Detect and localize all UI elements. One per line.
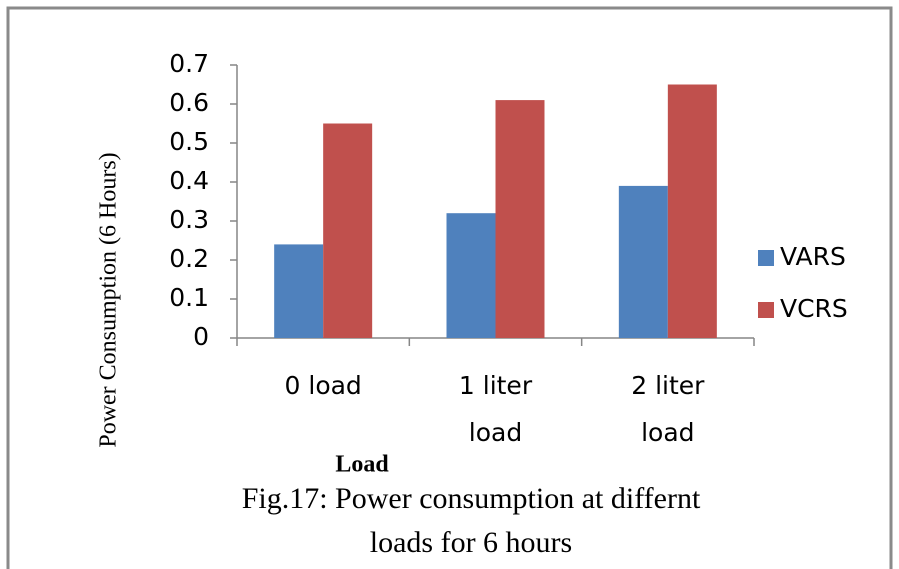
y-tick-label: 0.6 xyxy=(169,88,209,117)
bar xyxy=(323,123,373,338)
x-tick-label: 0 load xyxy=(285,371,362,400)
x-axis-title: Load xyxy=(335,452,389,478)
caption: Fig.17: Power consumption at differnt xyxy=(242,482,701,515)
bar xyxy=(618,185,668,338)
y-axis-title: Power Consumption (6 Hours) xyxy=(96,152,122,447)
y-tick-label: 0.1 xyxy=(169,283,209,312)
caption: loads for 6 hours xyxy=(370,526,572,559)
legend-label: VARS xyxy=(780,242,846,271)
bar xyxy=(667,84,717,338)
y-tick-label: 0 xyxy=(193,322,209,351)
legend-label: VCRS xyxy=(780,294,848,323)
legend-swatch xyxy=(758,250,774,266)
y-tick-label: 0.2 xyxy=(169,244,209,273)
y-tick-label: 0.7 xyxy=(169,49,209,78)
bar xyxy=(446,213,496,338)
bar xyxy=(495,100,545,338)
x-tick-label: 1 liter load xyxy=(459,371,533,447)
x-tick-label: 2 liter load xyxy=(631,371,705,447)
y-tick-label: 0.5 xyxy=(169,127,209,156)
bar xyxy=(274,244,324,338)
legend-swatch xyxy=(758,302,774,318)
y-tick-label: 0.4 xyxy=(169,166,209,195)
y-tick-label: 0.3 xyxy=(169,205,209,234)
